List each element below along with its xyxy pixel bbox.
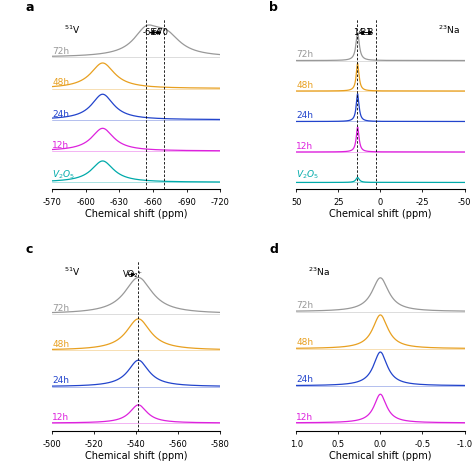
Text: d: d bbox=[269, 243, 278, 256]
Text: 72h: 72h bbox=[52, 47, 69, 56]
X-axis label: Chemical shift (ppm): Chemical shift (ppm) bbox=[329, 210, 432, 219]
Text: a: a bbox=[25, 1, 34, 14]
X-axis label: Chemical shift (ppm): Chemical shift (ppm) bbox=[85, 451, 188, 462]
Text: 24h: 24h bbox=[52, 109, 69, 118]
Text: $V_2O_5$: $V_2O_5$ bbox=[52, 169, 75, 181]
Text: 72h: 72h bbox=[296, 50, 313, 59]
Text: 48h: 48h bbox=[52, 340, 69, 349]
Text: 48h: 48h bbox=[296, 81, 313, 90]
Text: -670: -670 bbox=[149, 28, 168, 37]
Text: 72h: 72h bbox=[296, 301, 313, 310]
Text: c: c bbox=[25, 243, 33, 256]
X-axis label: Chemical shift (ppm): Chemical shift (ppm) bbox=[85, 210, 188, 219]
Text: -654: -654 bbox=[143, 28, 162, 37]
Text: 48h: 48h bbox=[52, 78, 69, 87]
Text: 12h: 12h bbox=[52, 141, 69, 150]
Text: $^{23}$Na: $^{23}$Na bbox=[438, 24, 459, 36]
Text: 12h: 12h bbox=[52, 413, 69, 422]
Text: 2.8: 2.8 bbox=[361, 28, 374, 37]
Text: 24h: 24h bbox=[296, 375, 313, 384]
Text: 48h: 48h bbox=[296, 338, 313, 347]
Text: 12h: 12h bbox=[296, 412, 313, 421]
Text: VO₂⁺: VO₂⁺ bbox=[123, 270, 143, 279]
X-axis label: Chemical shift (ppm): Chemical shift (ppm) bbox=[329, 451, 432, 462]
Text: $^{51}$V: $^{51}$V bbox=[64, 266, 81, 278]
Text: 24h: 24h bbox=[296, 111, 313, 120]
Text: $^{23}$Na: $^{23}$Na bbox=[308, 266, 330, 278]
Text: $V_2O_5$: $V_2O_5$ bbox=[296, 169, 319, 182]
Text: 14.1: 14.1 bbox=[354, 28, 372, 37]
Text: 24h: 24h bbox=[52, 376, 69, 385]
Text: 12h: 12h bbox=[296, 142, 313, 151]
Text: $^{51}$V: $^{51}$V bbox=[64, 24, 81, 36]
Text: b: b bbox=[269, 1, 278, 14]
Text: 72h: 72h bbox=[52, 303, 69, 312]
